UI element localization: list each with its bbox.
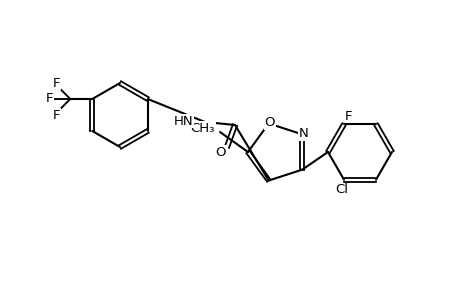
Text: F: F xyxy=(45,92,53,104)
Text: CH₃: CH₃ xyxy=(190,122,214,134)
Text: N: N xyxy=(298,127,308,140)
Text: O: O xyxy=(215,146,226,158)
Text: F: F xyxy=(52,109,60,122)
Text: Cl: Cl xyxy=(335,183,348,196)
Text: O: O xyxy=(264,116,274,129)
Text: F: F xyxy=(52,76,60,89)
Text: HN: HN xyxy=(173,115,193,128)
Text: F: F xyxy=(345,110,352,123)
